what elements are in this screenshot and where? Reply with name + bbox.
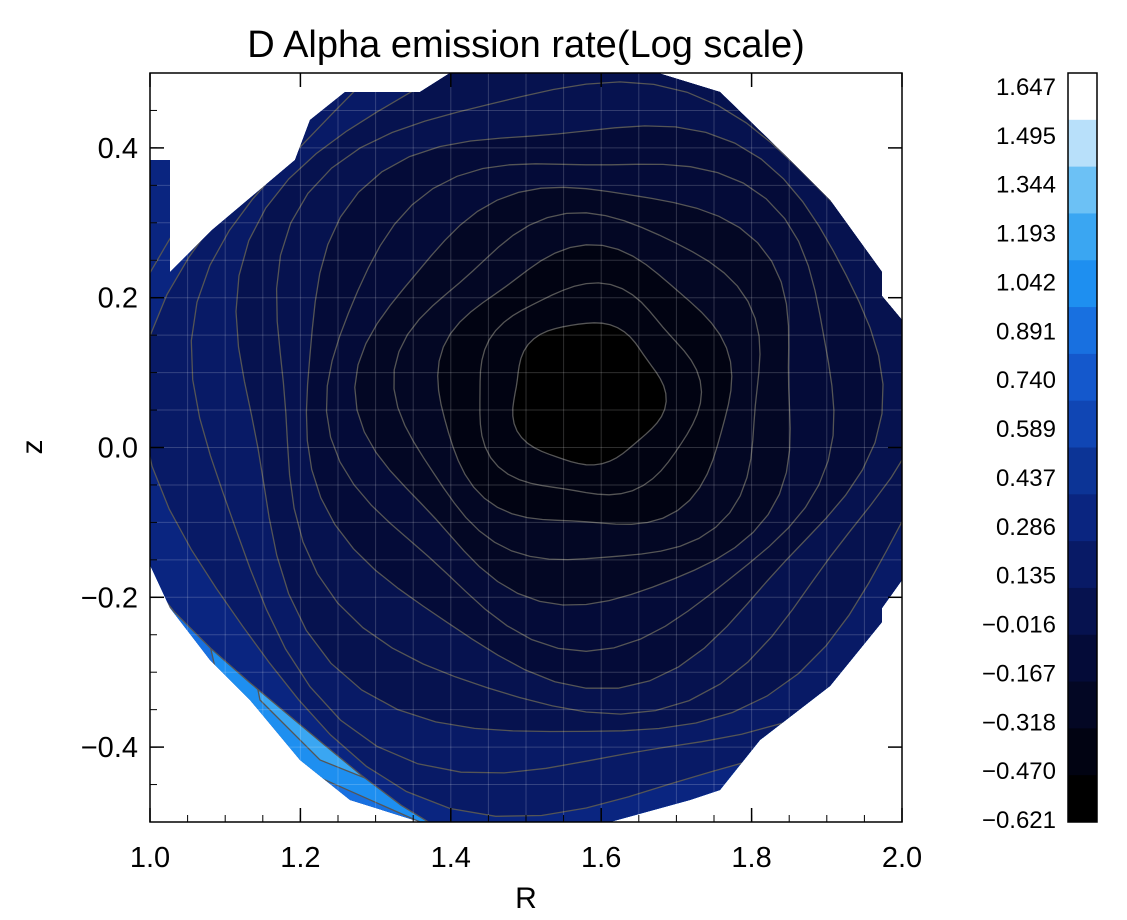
y-tick-label: 0.4 — [98, 133, 138, 165]
colorbar-segment — [1068, 447, 1097, 495]
colorbar-segment — [1068, 681, 1097, 729]
colorbar-tick-label: 0.135 — [996, 563, 1056, 590]
colorbar-frame — [1067, 72, 1098, 823]
colorbar-segment — [1068, 541, 1097, 589]
colorbar: 1.647 1.495 1.344 1.193 1.042 0.891 0.740 0.589… — [982, 72, 1098, 834]
y-tick-label: −0.4 — [81, 732, 138, 764]
colorbar-tick-label: −0.318 — [982, 709, 1056, 736]
colorbar-segment — [1068, 728, 1097, 776]
x-axis-label: R — [515, 882, 537, 915]
x-tick-label: 1.6 — [581, 842, 621, 874]
contour-ring-0 — [512, 322, 667, 466]
x-axis: 1.0 1.2 1.4 1.6 1.8 2.0 — [130, 73, 922, 874]
contour-fills — [150, 73, 902, 822]
colorbar-segment — [1068, 587, 1097, 636]
colorbar-tick-label: 0.740 — [996, 367, 1056, 394]
colorbar-segment — [1068, 307, 1097, 355]
colorbar-tick-label: 0.437 — [996, 465, 1056, 492]
colorbar-tick-label: −0.470 — [982, 758, 1056, 785]
colorbar-segment — [1068, 775, 1097, 823]
colorbar-segment — [1068, 634, 1097, 683]
colorbar-tick-label: 1.647 — [996, 74, 1056, 101]
x-tick-label: 1.2 — [280, 842, 320, 874]
y-axis: 0.4 0.2 0.0 −0.2 −0.4 — [81, 72, 902, 786]
colorbar-tick-label: 0.589 — [996, 416, 1056, 443]
x-tick-label: 1.8 — [731, 842, 771, 874]
colorbar-tick-label: 0.891 — [996, 318, 1056, 345]
colorbar-tick-label: −0.621 — [982, 807, 1056, 834]
grid-lines — [150, 73, 902, 822]
colorbar-segment — [1068, 213, 1097, 261]
colorbar-segment — [1068, 400, 1097, 448]
colorbar-segment — [1068, 353, 1097, 402]
colorbar-segment — [1068, 494, 1097, 542]
x-tick-label: 1.0 — [130, 842, 170, 874]
colorbar-tick-label: 1.495 — [996, 123, 1056, 150]
colorbar-tick-label: −0.167 — [982, 660, 1056, 687]
colorbar-tick-label: 0.286 — [996, 514, 1056, 541]
colorbar-segment — [1068, 260, 1097, 308]
colorbar-tick-label: 1.042 — [996, 269, 1056, 296]
x-tick-label: 2.0 — [882, 842, 922, 874]
colorbar-segment — [1068, 73, 1097, 121]
chart-title: D Alpha emission rate(Log scale) — [247, 24, 805, 66]
colorbar-segment — [1068, 166, 1097, 214]
colorbar-tick-label: 1.344 — [996, 172, 1056, 199]
y-tick-label: 0.2 — [98, 283, 138, 315]
colorbar-segment — [1068, 119, 1097, 168]
plot-area — [150, 73, 902, 822]
colorbar-tick-label: 1.193 — [996, 221, 1056, 248]
colorbar-tick-label: −0.016 — [982, 612, 1056, 639]
y-tick-label: 0.0 — [98, 433, 138, 465]
y-axis-label: z — [16, 440, 49, 455]
x-tick-label: 1.4 — [431, 842, 471, 874]
y-tick-label: −0.2 — [81, 582, 138, 614]
